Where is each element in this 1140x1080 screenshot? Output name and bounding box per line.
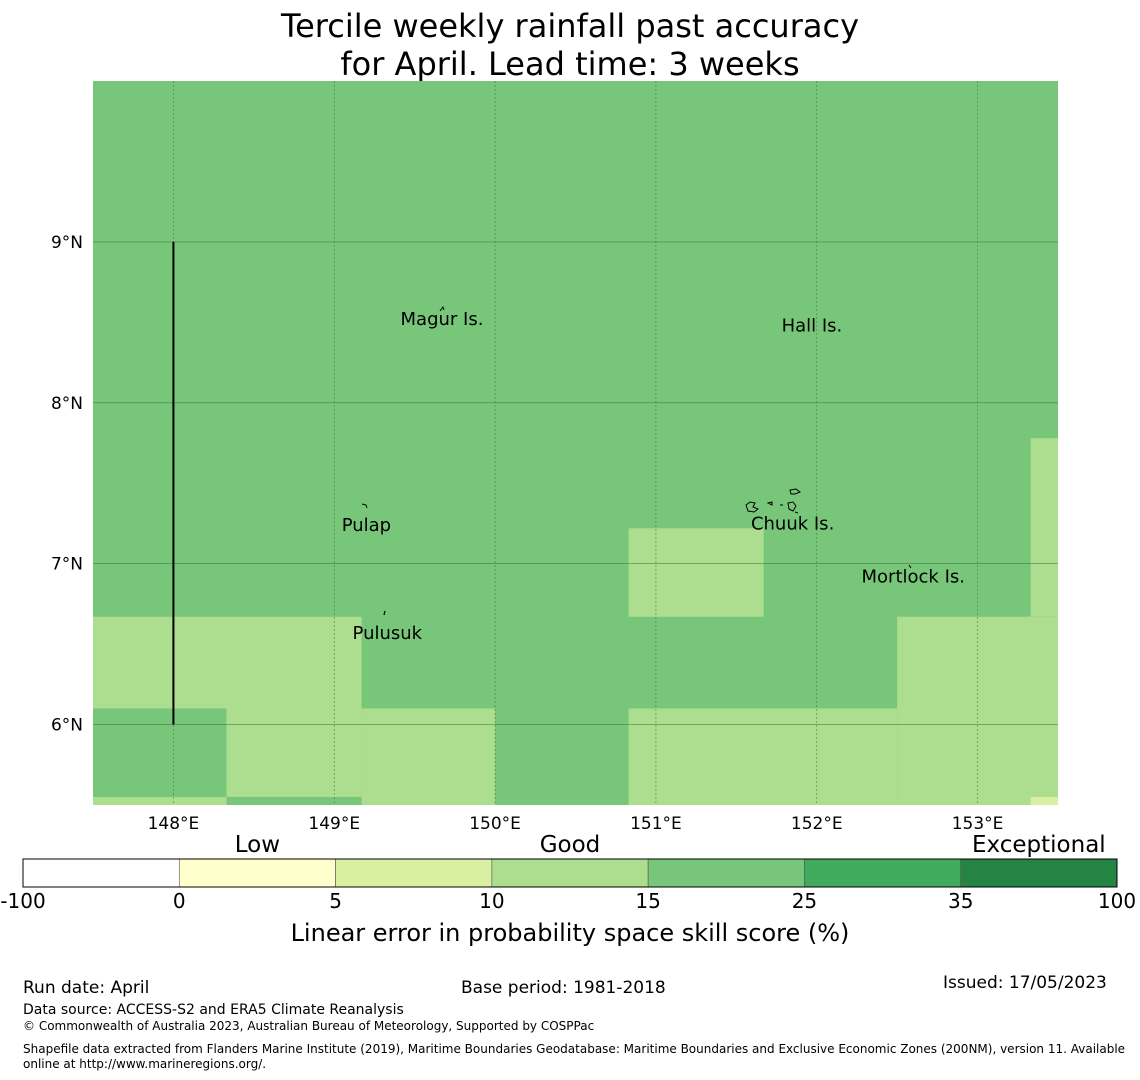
graticule (93, 81, 1058, 805)
place-label: Hall Is. (782, 316, 843, 337)
colorbar-segment (804, 858, 962, 888)
colorbar-segment (491, 858, 649, 888)
colorbar-segment (178, 858, 336, 888)
skill-cell-9 (1030, 438, 1058, 617)
skill-cell-6 (628, 708, 898, 805)
copyright: © Commonwealth of Australia 2023, Austra… (23, 1019, 595, 1033)
colorbar-segment (960, 858, 1118, 888)
place-label: Mortlock Is. (862, 567, 965, 588)
colorbar-tick-label: 35 (948, 889, 973, 913)
lon-tick-label: 148°E (148, 814, 200, 834)
base-period: Base period: 1981-2018 (461, 978, 666, 998)
chuuk-lagoon-outline (745, 488, 802, 514)
colorbar-tick-label: 0 (173, 889, 186, 913)
place-label: Pulap (342, 515, 391, 536)
colorbar-tick-label: 25 (792, 889, 817, 913)
map-figure: Magur Is. Hall Is. Pulap Chuuk Is. Mortlock … (0, 81, 1136, 947)
island-outlines (361, 305, 912, 616)
magur-island-outline (439, 305, 445, 312)
colorbar-segment (22, 858, 180, 888)
place-label: Magur Is. (401, 309, 484, 330)
colorbar-tick-label: 5 (329, 889, 342, 913)
skill-cell-4 (93, 708, 227, 797)
issued-date: Issued: 17/05/2023 (943, 973, 1107, 993)
colorbar: -100 0 5 10 15 25 35 100 Low Good Exceptional (0, 832, 1136, 913)
lat-tick-label: 6°N (51, 716, 83, 736)
lon-tick-label: 151°E (630, 814, 682, 834)
pulusuk-island-outline (383, 610, 386, 616)
skill-cell-8 (628, 528, 764, 617)
lon-tick-label: 149°E (308, 814, 360, 834)
colorbar-tick-label: 15 (635, 889, 660, 913)
colorbar-tick-label: 100 (1098, 889, 1136, 913)
lon-tick-label: 152°E (791, 814, 843, 834)
lon-tick-label: 150°E (469, 814, 521, 834)
skill-cell-2 (226, 616, 362, 805)
colorbar-segment (647, 858, 805, 888)
skill-cell-10 (1030, 796, 1058, 805)
lat-tick-label: 8°N (51, 394, 83, 414)
colorbar-category-label: Exceptional (972, 832, 1106, 858)
map-title-line1: Tercile weekly rainfall past accuracy (280, 7, 859, 45)
colorbar-frame (22, 858, 1118, 888)
pulap-island-outline (361, 503, 368, 509)
skill-cell-3 (361, 708, 496, 805)
lat-tick-label: 7°N (51, 555, 83, 575)
place-label: Chuuk Is. (751, 513, 834, 534)
lon-tick-label: 153°E (952, 814, 1004, 834)
skill-score-grid (93, 81, 1058, 805)
mortlock-island-outline (908, 564, 912, 569)
colorbar-tick-label: -100 (0, 889, 45, 913)
skill-cell-5 (226, 796, 362, 805)
place-label: Pulusuk (353, 623, 423, 644)
colorbar-tick-label: 10 (479, 889, 504, 913)
shapefile-credit: Shapefile data extracted from Flanders M… (23, 1042, 1126, 1071)
colorbar-category-label: Good (540, 832, 601, 858)
place-labels: Magur Is. Hall Is. Pulap Chuuk Is. Mortlock … (342, 309, 965, 644)
colorbar-segment (335, 858, 493, 888)
map-title-line2: for April. Lead time: 3 weeks (340, 45, 800, 83)
run-date: Run date: April (23, 978, 150, 998)
data-source: Data source: ACCESS-S2 and ERA5 Climate … (23, 1002, 404, 1018)
axis-tick-labels: 148°E 149°E 150°E 151°E 152°E 153°E 9°N 8°N 7°N 6… (51, 233, 1003, 834)
lat-tick-label: 9°N (51, 233, 83, 253)
colorbar-title: Linear error in probability space skill … (291, 919, 850, 947)
colorbar-category-label: Low (235, 832, 280, 858)
